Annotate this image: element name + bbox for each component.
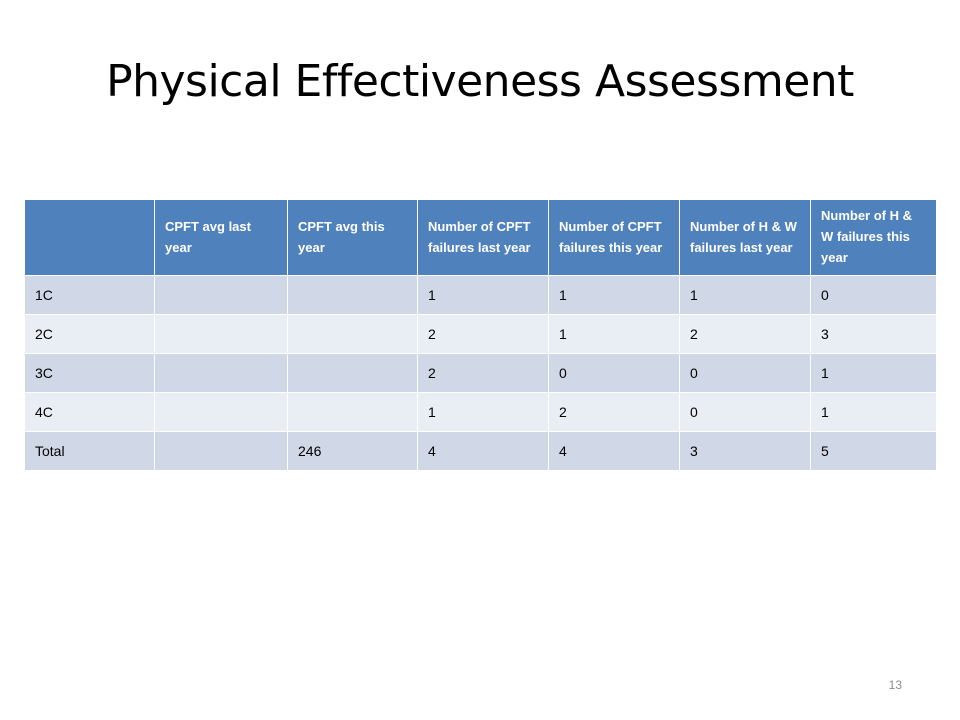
table-cell: 1 <box>810 353 937 393</box>
table-cell: 3 <box>679 431 811 471</box>
table-cell <box>154 392 288 432</box>
table-cell <box>287 314 418 354</box>
table-cell: 3C <box>24 353 155 393</box>
table-cell: 1 <box>810 392 937 432</box>
table-cell: 3 <box>810 314 937 354</box>
table-cell: 0 <box>679 353 811 393</box>
header-cell: Number of H & W failures this year <box>810 199 937 276</box>
table-cell: 246 <box>287 431 418 471</box>
page-number: 13 <box>888 678 902 692</box>
table-cell <box>154 431 288 471</box>
header-cell <box>24 199 155 276</box>
header-cell: Number of CPFT failures last year <box>417 199 549 276</box>
table-cell: 4C <box>24 392 155 432</box>
table-cell: 4 <box>417 431 549 471</box>
table-cell: 2 <box>548 392 680 432</box>
table-cell: 0 <box>810 275 937 315</box>
table-row: 2C 2 1 2 3 <box>24 314 937 354</box>
header-cell: Number of H & W failures last year <box>679 199 811 276</box>
table-cell <box>154 353 288 393</box>
header-cell: CPFT avg last year <box>154 199 288 276</box>
header-cell: CPFT avg this year <box>287 199 418 276</box>
table-header-row: CPFT avg last year CPFT avg this year Nu… <box>24 199 937 276</box>
table-cell: 1 <box>548 275 680 315</box>
table-cell: Total <box>24 431 155 471</box>
table-cell: 2C <box>24 314 155 354</box>
table-cell: 1 <box>417 275 549 315</box>
table-cell: 1 <box>679 275 811 315</box>
table-cell: 5 <box>810 431 937 471</box>
table-cell: 2 <box>679 314 811 354</box>
table-cell <box>287 275 418 315</box>
header-cell: Number of CPFT failures this year <box>548 199 680 276</box>
table-row: 3C 2 0 0 1 <box>24 353 937 393</box>
table-cell <box>287 392 418 432</box>
table-cell: 0 <box>548 353 680 393</box>
table-cell <box>154 314 288 354</box>
table-cell: 0 <box>679 392 811 432</box>
table-row-total: Total 246 4 4 3 5 <box>24 431 937 471</box>
table-cell: 1 <box>417 392 549 432</box>
table-cell: 1 <box>548 314 680 354</box>
table-cell: 2 <box>417 314 549 354</box>
table-row: 1C 1 1 1 0 <box>24 275 937 315</box>
table-cell: 2 <box>417 353 549 393</box>
table-cell: 1C <box>24 275 155 315</box>
table-cell <box>287 353 418 393</box>
table-cell <box>154 275 288 315</box>
table-row: 4C 1 2 0 1 <box>24 392 937 432</box>
table-cell: 4 <box>548 431 680 471</box>
slide-title: Physical Effectiveness Assessment <box>106 56 854 107</box>
assessment-table: CPFT avg last year CPFT avg this year Nu… <box>24 199 937 471</box>
